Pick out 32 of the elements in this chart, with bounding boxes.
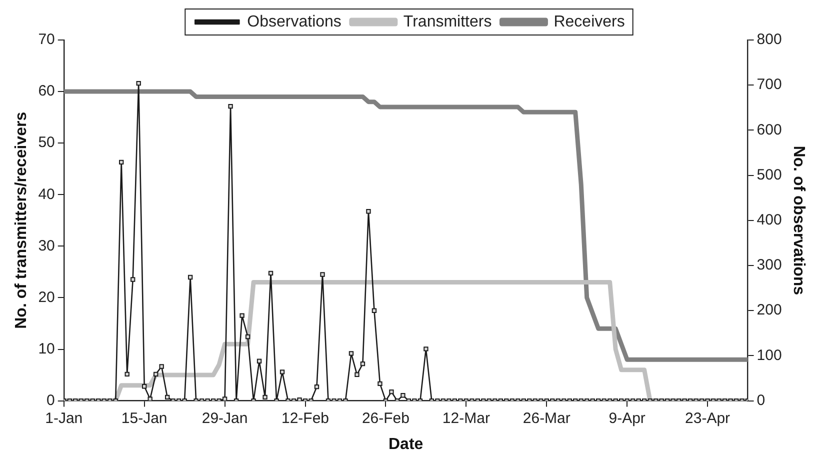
y-tick-label: 60 xyxy=(38,82,55,100)
x-tick-label: 26-Mar xyxy=(522,410,570,427)
y2-tick-label: 500 xyxy=(756,166,782,184)
x-tick-label: 12-Mar xyxy=(442,410,490,427)
y-tick-label: 0 xyxy=(46,392,55,409)
y2-tick-label: 200 xyxy=(756,302,782,319)
y2-tick-label: 600 xyxy=(756,121,782,138)
y2-tick-label: 300 xyxy=(756,256,782,274)
y-tick-label: 10 xyxy=(38,340,55,358)
x-tick-label: 9-Apr xyxy=(608,410,646,427)
x-tick-label: 26-Feb xyxy=(362,410,410,427)
y2-axis-title: No. of observations xyxy=(790,146,807,296)
y2-tick-label: 700 xyxy=(756,76,782,94)
y2-tick-label: 100 xyxy=(756,346,782,364)
y2-tick-label: 400 xyxy=(756,212,782,229)
y-tick-label: 70 xyxy=(38,31,55,48)
y-tick-label: 20 xyxy=(38,288,55,306)
x-tick-label: 15-Jan xyxy=(121,410,168,427)
x-tick-label: 23-Apr xyxy=(685,410,730,427)
legend-label: Receivers xyxy=(554,13,625,30)
y-tick-label: 40 xyxy=(38,186,55,203)
x-tick-label: 12-Feb xyxy=(281,410,330,427)
x-tick-label: 1-Jan xyxy=(45,410,83,427)
y2-tick-label: 800 xyxy=(756,31,782,48)
x-axis-title: Date xyxy=(388,436,424,453)
y2-tick-label: 0 xyxy=(756,392,766,409)
x-tick-label: 29-Jan xyxy=(202,410,248,427)
y-tick-label: 30 xyxy=(38,237,55,254)
y-axis-title: No. of transmitters/receivers xyxy=(13,112,30,329)
legend-label: Transmitters xyxy=(403,13,492,30)
legend-label: Observations xyxy=(247,13,342,30)
y-tick-label: 50 xyxy=(38,134,55,152)
